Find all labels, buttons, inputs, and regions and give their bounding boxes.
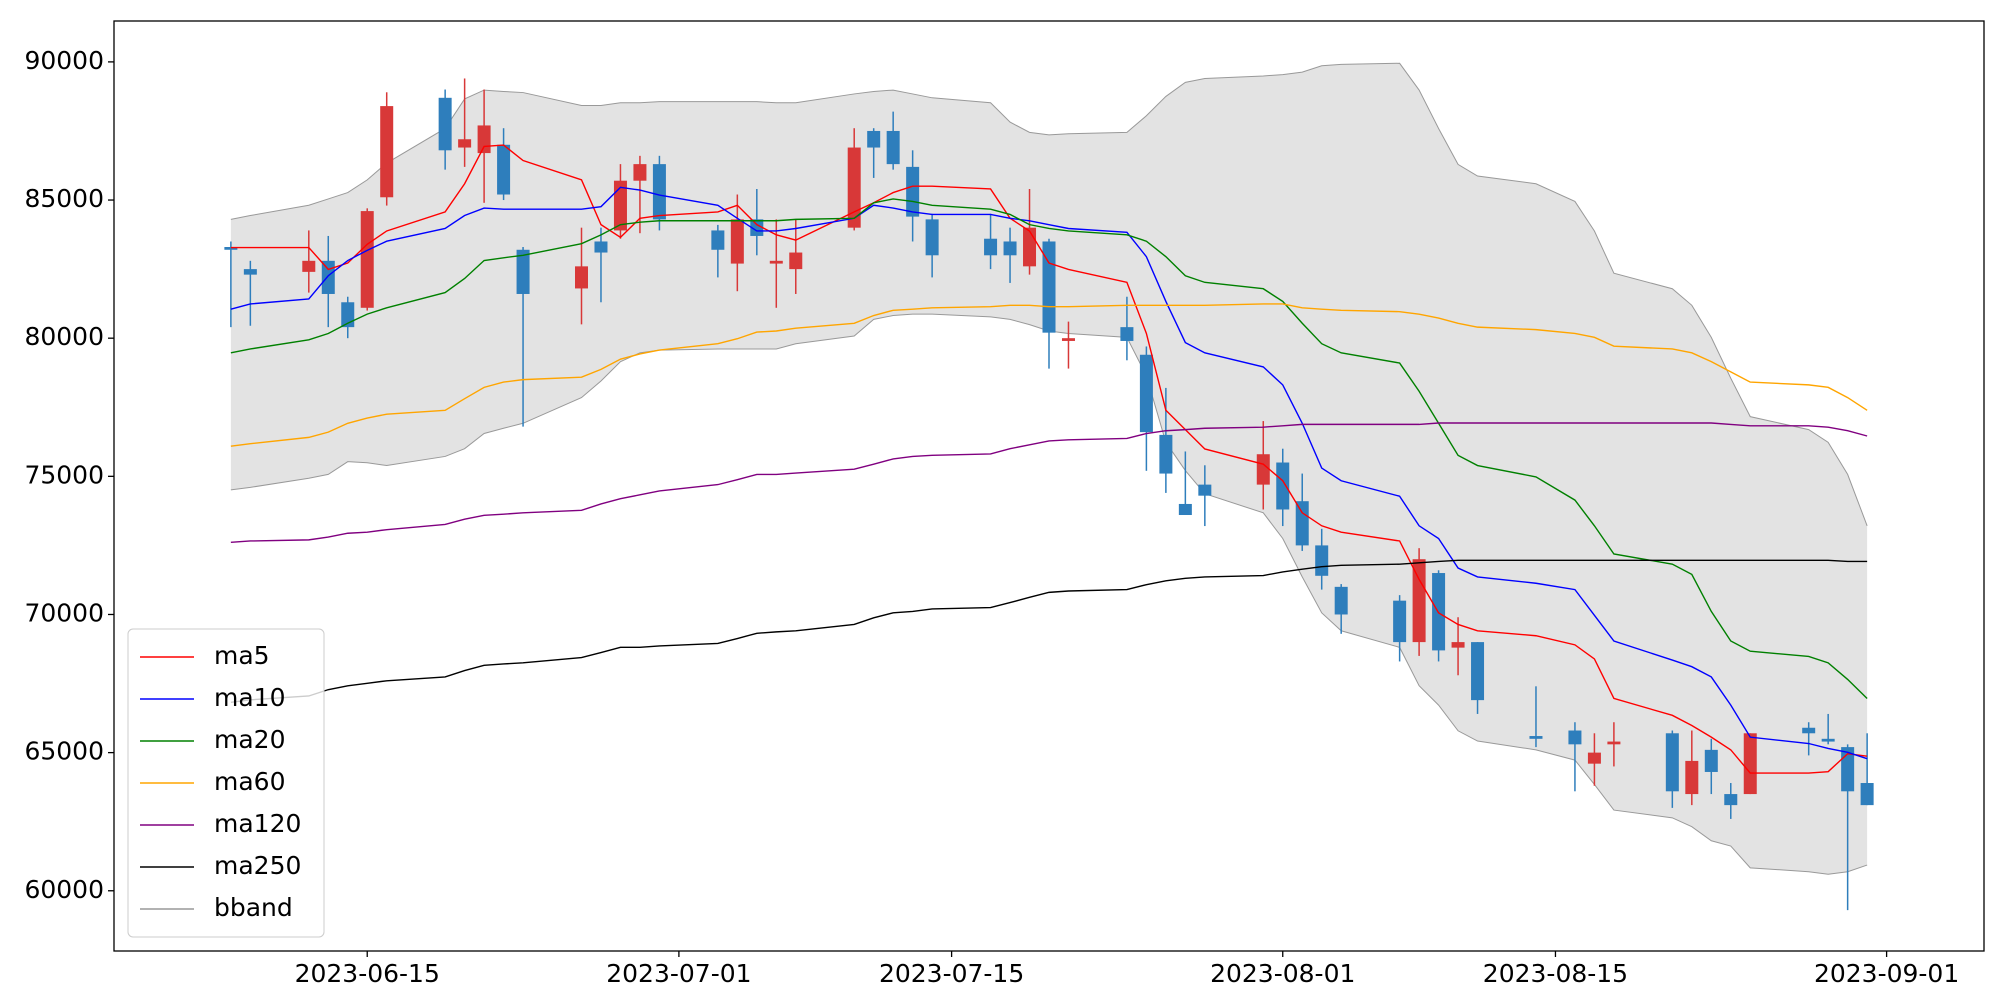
candle-body	[1568, 730, 1582, 745]
y-tick-label: 75000	[24, 460, 104, 489]
candle-body	[1665, 733, 1679, 792]
plot-frame	[113, 20, 1985, 952]
candle-body	[906, 166, 920, 217]
candle-body	[224, 247, 238, 250]
candle-body	[789, 252, 803, 270]
bband-area	[230, 63, 1868, 875]
candle-body	[1704, 749, 1718, 772]
candle-body	[458, 139, 472, 148]
candle-body	[1529, 736, 1543, 739]
candle-body	[380, 106, 394, 198]
candle-body	[1841, 747, 1855, 792]
candle-body	[516, 249, 530, 294]
candle-body	[1139, 354, 1153, 433]
x-tick-label: 2023-08-15	[1483, 959, 1628, 988]
bband-lower	[230, 313, 1868, 875]
candle-body	[438, 97, 452, 151]
candle-body	[1003, 241, 1017, 256]
bband-upper	[230, 62, 1868, 526]
x-tick-label: 2023-08-01	[1210, 959, 1355, 988]
candle-body	[1743, 733, 1757, 795]
candle-body	[1276, 462, 1290, 510]
candle-body	[1256, 454, 1270, 485]
candle-body	[1159, 434, 1173, 474]
candle-body	[867, 130, 881, 148]
candle-body	[1412, 559, 1426, 643]
candle-body	[302, 260, 316, 272]
y-tick-label: 65000	[24, 737, 104, 766]
candle-body	[497, 144, 511, 195]
legend-label: ma10	[214, 683, 285, 712]
candle-body	[652, 164, 666, 220]
candle-body	[750, 219, 764, 236]
candle-body	[1023, 227, 1037, 267]
candle-body	[613, 180, 627, 231]
candle-body	[984, 238, 998, 256]
candle-body	[1860, 783, 1874, 806]
legend-label: bband	[214, 893, 293, 922]
candle-body	[925, 219, 939, 256]
ma-line	[230, 422, 1868, 544]
candle-body	[1471, 642, 1485, 701]
x-tick-label: 2023-07-15	[879, 959, 1024, 988]
y-tick-label: 80000	[24, 322, 104, 351]
candle-body	[243, 269, 257, 275]
candle-body	[575, 266, 588, 289]
ma-line	[230, 186, 1868, 760]
x-tick-label: 2023-07-01	[606, 959, 751, 988]
ma-line	[230, 559, 1868, 704]
legend-label: ma5	[214, 641, 270, 670]
candle-body	[730, 219, 744, 264]
candle-body	[633, 164, 647, 181]
ma-line	[230, 303, 1868, 447]
candle-body	[1315, 545, 1329, 576]
candle-body	[321, 260, 335, 294]
candle-body	[1451, 642, 1465, 648]
y-tick-label: 70000	[24, 598, 104, 627]
candle-body	[1821, 738, 1835, 742]
candle-body	[477, 125, 491, 154]
legend-label: ma60	[214, 767, 285, 796]
candle-body	[886, 130, 900, 165]
legend-label: ma250	[214, 851, 301, 880]
candle-body	[769, 260, 783, 264]
y-tick-label: 85000	[24, 184, 104, 213]
candle-body	[1334, 586, 1348, 615]
candle-body	[847, 147, 861, 228]
candle-body	[360, 211, 374, 308]
legend-label: ma120	[214, 809, 301, 838]
candle-body	[1198, 484, 1212, 496]
legend-box	[127, 628, 325, 938]
candle-body	[1587, 752, 1601, 764]
candle-body	[1607, 741, 1621, 745]
candle-body	[1393, 600, 1407, 643]
candle-body	[711, 230, 725, 250]
candle-body	[594, 241, 608, 253]
plot	[224, 62, 1874, 911]
y-tick-label: 90000	[24, 46, 104, 75]
legend-label: ma20	[214, 725, 285, 754]
candle-body	[341, 302, 355, 328]
x-tick-label: 2023-09-01	[1814, 959, 1959, 988]
candle-body	[1802, 727, 1816, 734]
candle-body	[1178, 503, 1192, 516]
candle-body	[1295, 501, 1309, 546]
x-tick-label: 2023-06-15	[295, 959, 440, 988]
candle-body	[1724, 794, 1738, 806]
ma-line	[230, 198, 1868, 699]
ma-line	[230, 144, 1868, 774]
candle-body	[1685, 760, 1699, 795]
candle-body	[1061, 338, 1075, 341]
candle-body	[1120, 327, 1134, 341]
y-tick-label: 60000	[24, 875, 104, 904]
